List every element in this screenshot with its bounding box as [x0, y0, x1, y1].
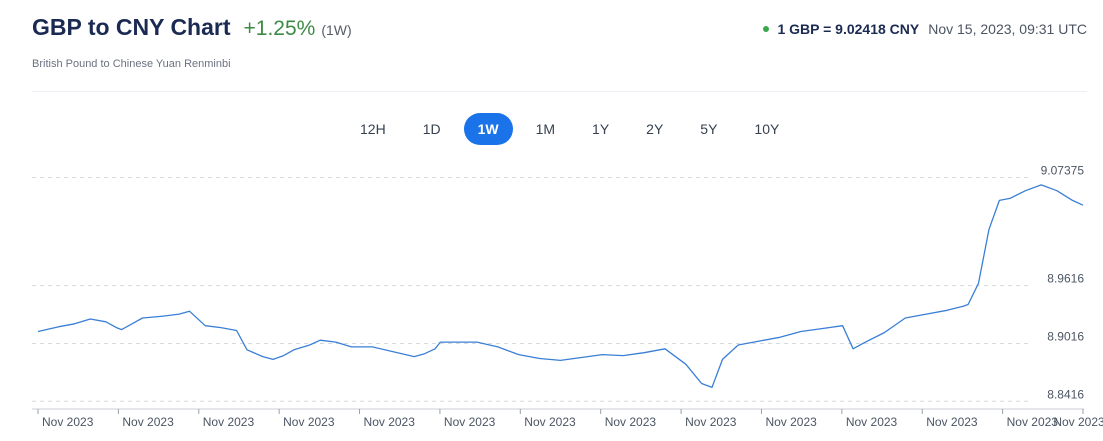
x-tick-label: Nov 2023: [926, 415, 978, 429]
x-tick-label: Nov 2023: [364, 415, 416, 429]
x-tick-label: Nov 2023: [685, 415, 737, 429]
tab-10y[interactable]: 10Y: [754, 121, 780, 137]
live-dot-icon: [763, 26, 770, 32]
x-tick-label: Nov 2023: [1007, 415, 1059, 429]
y-tick-labels: 9.07375 8.9616 8.9016 8.8416: [1041, 163, 1085, 401]
title-row: GBP to CNY Chart +1.25% (1W): [32, 14, 352, 41]
chart-subtitle: British Pound to Chinese Yuan Renminbi: [32, 58, 231, 70]
change-percent: +1.25%: [243, 17, 316, 40]
y-tick-label: 9.07375: [1041, 163, 1085, 177]
grid-lines: [32, 176, 1084, 410]
x-tick-label: Nov 2023: [846, 415, 898, 429]
x-tick-label: Nov 2023: [444, 415, 496, 429]
tab-1y[interactable]: 1Y: [592, 121, 610, 137]
x-tick-label: Nov 2023: [122, 415, 174, 429]
rate-timestamp: Nov 15, 2023, 09:31 UTC: [928, 21, 1087, 37]
y-tick-label: 8.9616: [1047, 272, 1084, 286]
tab-2y[interactable]: 2Y: [646, 121, 664, 137]
tab-1m[interactable]: 1M: [535, 121, 556, 137]
x-tick-label: Nov 2023: [1053, 415, 1103, 429]
tab-12h[interactable]: 12H: [360, 121, 386, 137]
change-period: (1W): [321, 22, 352, 38]
x-tick-label: Nov 2023: [524, 415, 576, 429]
series-line: [37, 184, 1084, 389]
x-tick-label: Nov 2023: [42, 415, 94, 429]
exchange-rate: 1 GBP = 9.02418 CNY: [777, 21, 920, 37]
tab-1w[interactable]: 1W: [463, 113, 513, 145]
x-tick-label: Nov 2023: [765, 415, 817, 429]
x-tick-label: Nov 2023: [283, 415, 335, 429]
tab-5y[interactable]: 5Y: [700, 121, 718, 137]
rate-row: 1 GBP = 9.02418 CNY Nov 15, 2023, 09:31 …: [763, 21, 1087, 37]
x-tick-label: Nov 2023: [605, 415, 657, 429]
y-tick-label: 8.8416: [1047, 387, 1084, 401]
y-tick-label: 8.9016: [1047, 329, 1084, 343]
chart-title: GBP to CNY Chart: [32, 14, 231, 40]
header-divider: [32, 91, 1087, 92]
x-tick-labels: Nov 2023 Nov 2023 Nov 2023 Nov 2023 Nov 2023…: [37, 409, 1103, 429]
series-layer: [37, 184, 1084, 389]
period-tabs: 12H 1D 1W 1M 1Y 2Y 5Y 10Y: [346, 113, 802, 145]
x-tick-label: Nov 2023: [203, 415, 255, 429]
tab-1d[interactable]: 1D: [422, 121, 441, 137]
